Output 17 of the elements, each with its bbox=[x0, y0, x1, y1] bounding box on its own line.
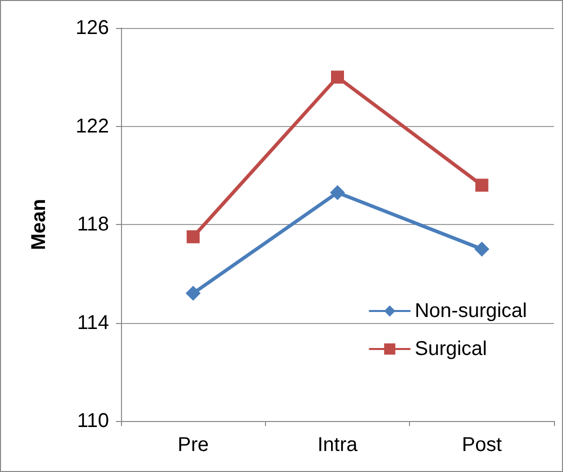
point bbox=[474, 242, 490, 257]
y-tick-label: 118 bbox=[77, 214, 109, 236]
point bbox=[475, 178, 488, 192]
y-tick-label: 126 bbox=[76, 17, 109, 39]
x-tick-label: Intra bbox=[317, 434, 358, 456]
point bbox=[330, 185, 345, 200]
legend-label: Non-surgical bbox=[414, 300, 527, 322]
x-tick-label: Post bbox=[462, 434, 502, 456]
point bbox=[186, 230, 200, 244]
y-tick-label: 122 bbox=[76, 115, 109, 138]
y-axis-title: Mean bbox=[28, 198, 50, 250]
point bbox=[186, 286, 201, 301]
point bbox=[331, 70, 344, 84]
y-tick-label: 110 bbox=[77, 410, 109, 432]
x-tick-label: Pre bbox=[178, 434, 209, 456]
legend-label: Surgical bbox=[414, 338, 487, 360]
y-tick-label: 114 bbox=[77, 312, 109, 334]
